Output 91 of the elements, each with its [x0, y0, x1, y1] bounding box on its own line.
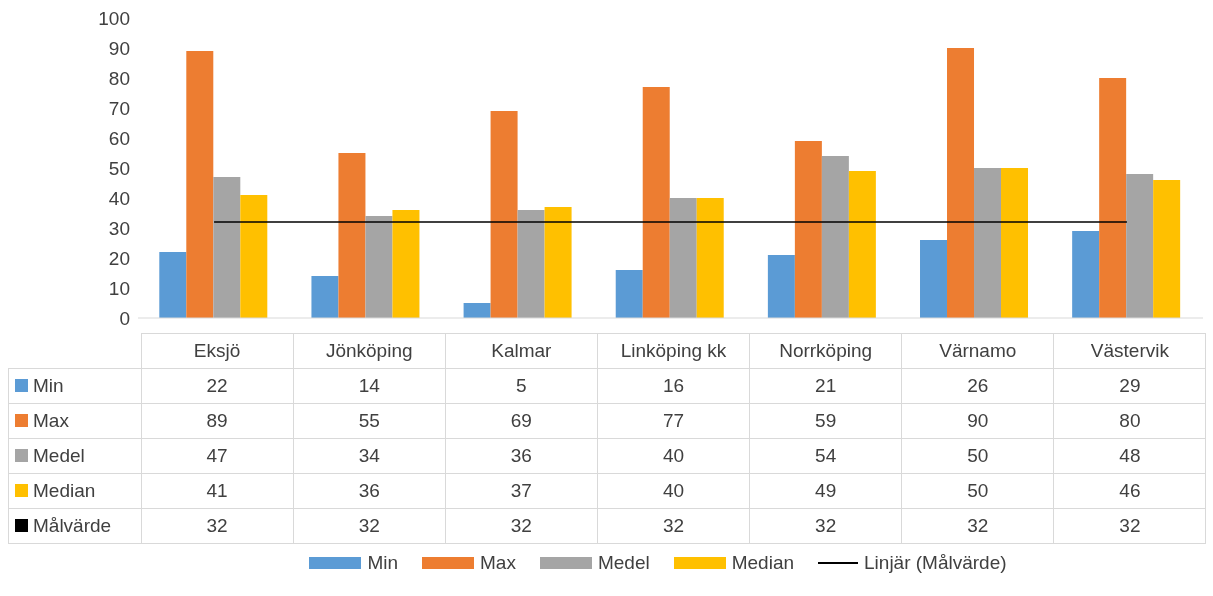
bar	[615, 270, 643, 318]
y-tick-label: 80	[108, 67, 130, 89]
bar	[696, 198, 724, 318]
bar	[1153, 180, 1181, 318]
bar	[920, 240, 948, 318]
data-label: 90	[901, 403, 1054, 439]
data-label: 5	[445, 368, 598, 404]
bar	[311, 276, 339, 318]
bar	[186, 51, 214, 318]
x-tick-label: Jönköping	[293, 333, 446, 369]
data-label: 41	[141, 473, 294, 509]
x-tick-label: Eksjö	[141, 333, 294, 369]
y-tick-label: 0	[119, 307, 130, 329]
legend-label: Max	[8, 403, 141, 439]
data-label: 50	[901, 438, 1054, 474]
data-label: 16	[597, 368, 750, 404]
data-label: 22	[141, 368, 294, 404]
legend-label: Målvärde	[8, 508, 141, 544]
data-label: 36	[445, 438, 598, 474]
y-tick-label: 90	[108, 37, 130, 59]
text: Medel	[597, 552, 650, 573]
data-label: 32	[901, 508, 1054, 544]
bar	[392, 210, 420, 318]
x-tick-label: Kalmar	[445, 333, 598, 369]
data-label: 59	[749, 403, 902, 439]
data-label: 89	[141, 403, 294, 439]
data-label: 54	[749, 438, 902, 474]
data-label: 48	[1053, 438, 1206, 474]
data-label: 55	[293, 403, 446, 439]
bar	[240, 195, 268, 318]
bar	[848, 171, 876, 318]
data-label: 21	[749, 368, 902, 404]
text: Max	[480, 552, 516, 573]
bar	[669, 198, 697, 318]
data-label: 14	[293, 368, 446, 404]
data-label: 47	[141, 438, 294, 474]
bar	[1099, 78, 1127, 318]
data-label: 32	[749, 508, 902, 544]
text: Median	[731, 552, 795, 573]
data-label: 40	[597, 473, 750, 509]
y-tick-label: 10	[108, 277, 130, 299]
data-label: 77	[597, 403, 750, 439]
data-label: 32	[1053, 508, 1206, 544]
data-label: 32	[141, 508, 294, 544]
y-tick-label: 30	[108, 217, 130, 239]
data-label: 46	[1053, 473, 1206, 509]
x-tick-label: Norrköping	[749, 333, 902, 369]
data-label: 49	[749, 473, 902, 509]
data-label: 37	[445, 473, 598, 509]
x-tick-label: Västervik	[1053, 333, 1206, 369]
text: Linjär (Målvärde)	[863, 552, 1007, 574]
data-label: 32	[445, 508, 598, 544]
legend-label: Min	[8, 368, 141, 404]
bar	[463, 303, 491, 318]
legend-label: Median	[8, 473, 141, 509]
x-tick-label: Linköping kk	[597, 333, 750, 369]
y-tick-label: 20	[108, 247, 130, 269]
data-label: 29	[1053, 368, 1206, 404]
text: Min	[367, 552, 399, 573]
bar	[794, 141, 822, 318]
bar	[1126, 174, 1154, 318]
bar	[821, 156, 849, 318]
data-label: 32	[597, 508, 750, 544]
x-tick-label: Värnamo	[901, 333, 1054, 369]
legend-label: Medel	[8, 438, 141, 474]
bar	[642, 87, 670, 318]
y-tick-label: 60	[108, 127, 130, 149]
bar	[767, 255, 795, 318]
bar	[365, 216, 393, 318]
bar	[974, 168, 1002, 318]
bar	[517, 210, 545, 318]
bar	[947, 48, 975, 318]
data-label: 26	[901, 368, 1054, 404]
bar	[213, 177, 241, 318]
y-tick-label: 50	[108, 157, 130, 179]
y-tick-label: 40	[108, 187, 130, 209]
bar	[338, 153, 366, 318]
data-label: 32	[293, 508, 446, 544]
data-label: 69	[445, 403, 598, 439]
bar	[490, 111, 518, 318]
data-label: 80	[1053, 403, 1206, 439]
data-label: 34	[293, 438, 446, 474]
bar	[1001, 168, 1029, 318]
bar	[1072, 231, 1100, 318]
data-label: 36	[293, 473, 446, 509]
bar	[544, 207, 572, 318]
y-tick-label: 100	[98, 7, 130, 29]
y-tick-label: 70	[108, 97, 130, 119]
data-label: 50	[901, 473, 1054, 509]
data-label: 40	[597, 438, 750, 474]
bar	[159, 252, 187, 318]
